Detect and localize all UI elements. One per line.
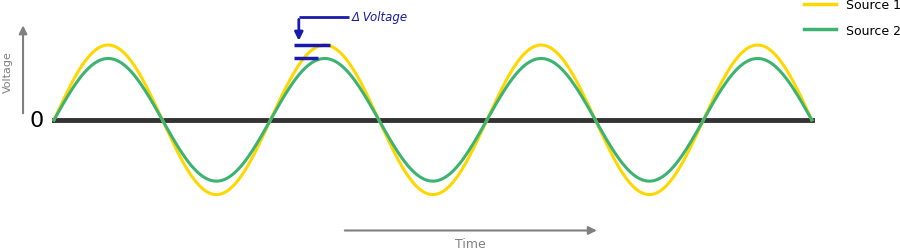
Text: 0: 0	[30, 110, 44, 130]
Text: Voltage: Voltage	[3, 51, 13, 93]
Text: Δ Voltage: Δ Voltage	[352, 11, 409, 24]
Legend: Source 1, Source 2: Source 1, Source 2	[805, 0, 900, 38]
Text: Time: Time	[455, 237, 486, 250]
